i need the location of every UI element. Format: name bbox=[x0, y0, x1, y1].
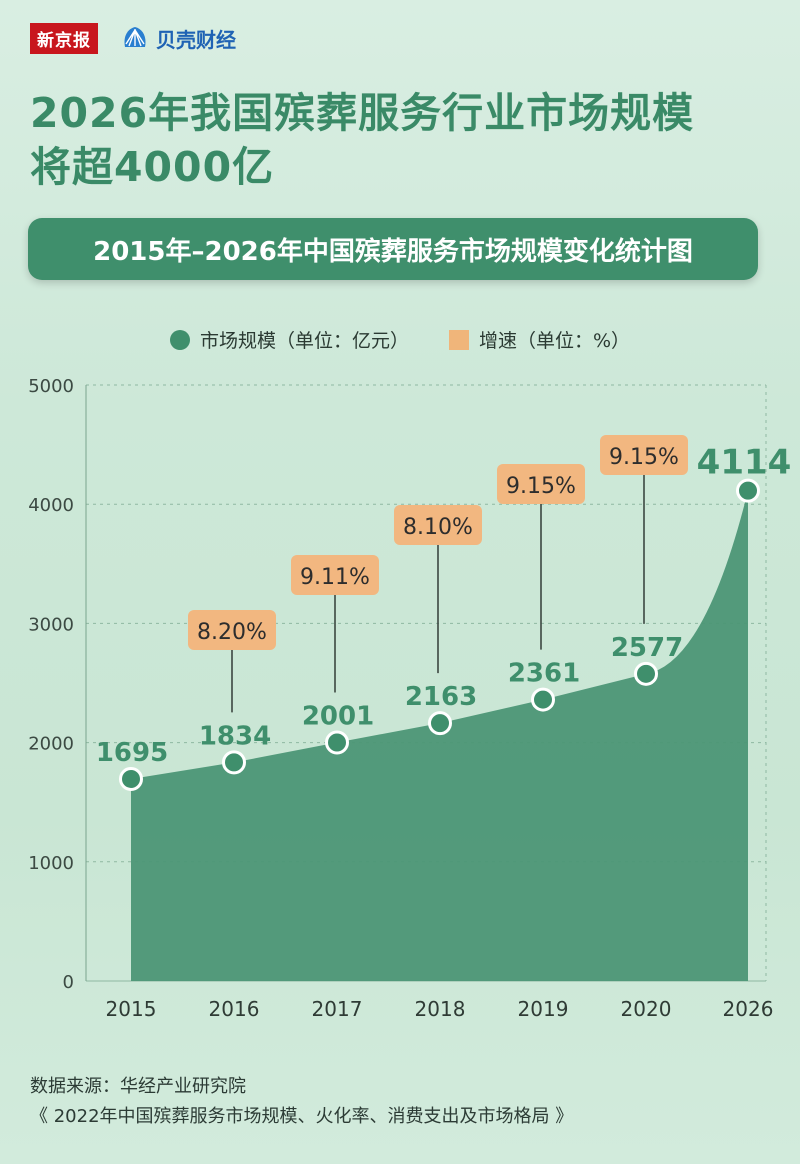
x-tick-label: 2015 bbox=[106, 997, 157, 1021]
shell-icon bbox=[124, 27, 146, 47]
data-point bbox=[119, 766, 143, 791]
legend-label-market-size: 市场规模（单位：亿元） bbox=[199, 330, 409, 352]
growth-box bbox=[188, 610, 276, 650]
growth-label: 8.20% bbox=[197, 620, 267, 645]
x-tick-label: 2019 bbox=[518, 997, 569, 1021]
market-size-area bbox=[131, 490, 748, 981]
title-line-1: 2026年我国殡葬服务行业市场规模 bbox=[30, 89, 695, 137]
value-label: 4114 bbox=[697, 443, 792, 483]
value-label: 2163 bbox=[405, 682, 477, 712]
x-tick-label: 2026 bbox=[723, 997, 774, 1021]
y-tick-label: 0 bbox=[63, 972, 74, 993]
value-label: 2361 bbox=[508, 659, 580, 689]
y-tick-label: 4000 bbox=[28, 495, 74, 516]
data-point bbox=[222, 750, 246, 775]
x-tick-label: 2020 bbox=[621, 997, 672, 1021]
growth-label: 9.15% bbox=[609, 445, 679, 470]
value-label: 2577 bbox=[611, 633, 683, 663]
growth-box bbox=[600, 435, 688, 475]
x-tick-label: 2016 bbox=[209, 997, 260, 1021]
title-line-2: 将超4000亿 bbox=[30, 143, 275, 191]
data-point bbox=[736, 478, 760, 503]
page-title: 2026年我国殡葬服务行业市场规模 将超4000亿 bbox=[30, 86, 770, 194]
growth-label: 9.11% bbox=[300, 565, 370, 590]
y-tick-label: 3000 bbox=[28, 614, 74, 635]
source-line-2: 《 2022年中国殡葬服务市场规模、火化率、消费支出及市场格局 》 bbox=[30, 1106, 574, 1127]
chart-legend: 市场规模（单位：亿元） 增速（单位：%） bbox=[0, 326, 800, 353]
growth-box bbox=[291, 555, 379, 595]
growth-box bbox=[497, 464, 585, 504]
data-point bbox=[531, 687, 555, 712]
growth-box bbox=[394, 505, 482, 545]
beike-logo: 贝壳财经 bbox=[120, 24, 236, 53]
legend-dot-icon bbox=[169, 329, 190, 350]
chart-title-banner: 2015年–2026年中国殡葬服务市场规模变化统计图 bbox=[28, 218, 758, 280]
data-point bbox=[634, 661, 658, 686]
area-chart: 0 1000 2000 3000 4000 5000 8.20% 9.11% 8.10% 9.15… bbox=[28, 376, 792, 1021]
brand-bar: 新京报 贝壳财经 bbox=[30, 22, 236, 54]
value-label: 1695 bbox=[96, 738, 168, 768]
y-tick-label: 1000 bbox=[28, 853, 74, 874]
data-point bbox=[325, 730, 349, 755]
source-line-1: 数据来源：华经产业研究院 bbox=[30, 1076, 246, 1097]
beike-logo-text: 贝壳财经 bbox=[156, 27, 236, 52]
growth-label: 9.15% bbox=[506, 474, 576, 499]
data-point bbox=[428, 711, 452, 736]
x-tick-label: 2017 bbox=[312, 997, 363, 1021]
legend-square-icon bbox=[448, 329, 469, 350]
growth-label: 8.10% bbox=[403, 515, 473, 540]
y-tick-label: 2000 bbox=[28, 734, 74, 755]
legend-label-growth: 增速（单位：%） bbox=[478, 330, 631, 352]
value-label: 1834 bbox=[199, 721, 271, 751]
legend-item-market-size: 市场规模（单位：亿元） bbox=[169, 326, 409, 353]
y-tick-label: 5000 bbox=[28, 376, 74, 397]
x-tick-label: 2018 bbox=[415, 997, 466, 1021]
value-label: 2001 bbox=[302, 701, 374, 731]
xinjingbao-logo: 新京报 bbox=[30, 22, 98, 54]
legend-item-growth: 增速（单位：%） bbox=[448, 326, 631, 353]
